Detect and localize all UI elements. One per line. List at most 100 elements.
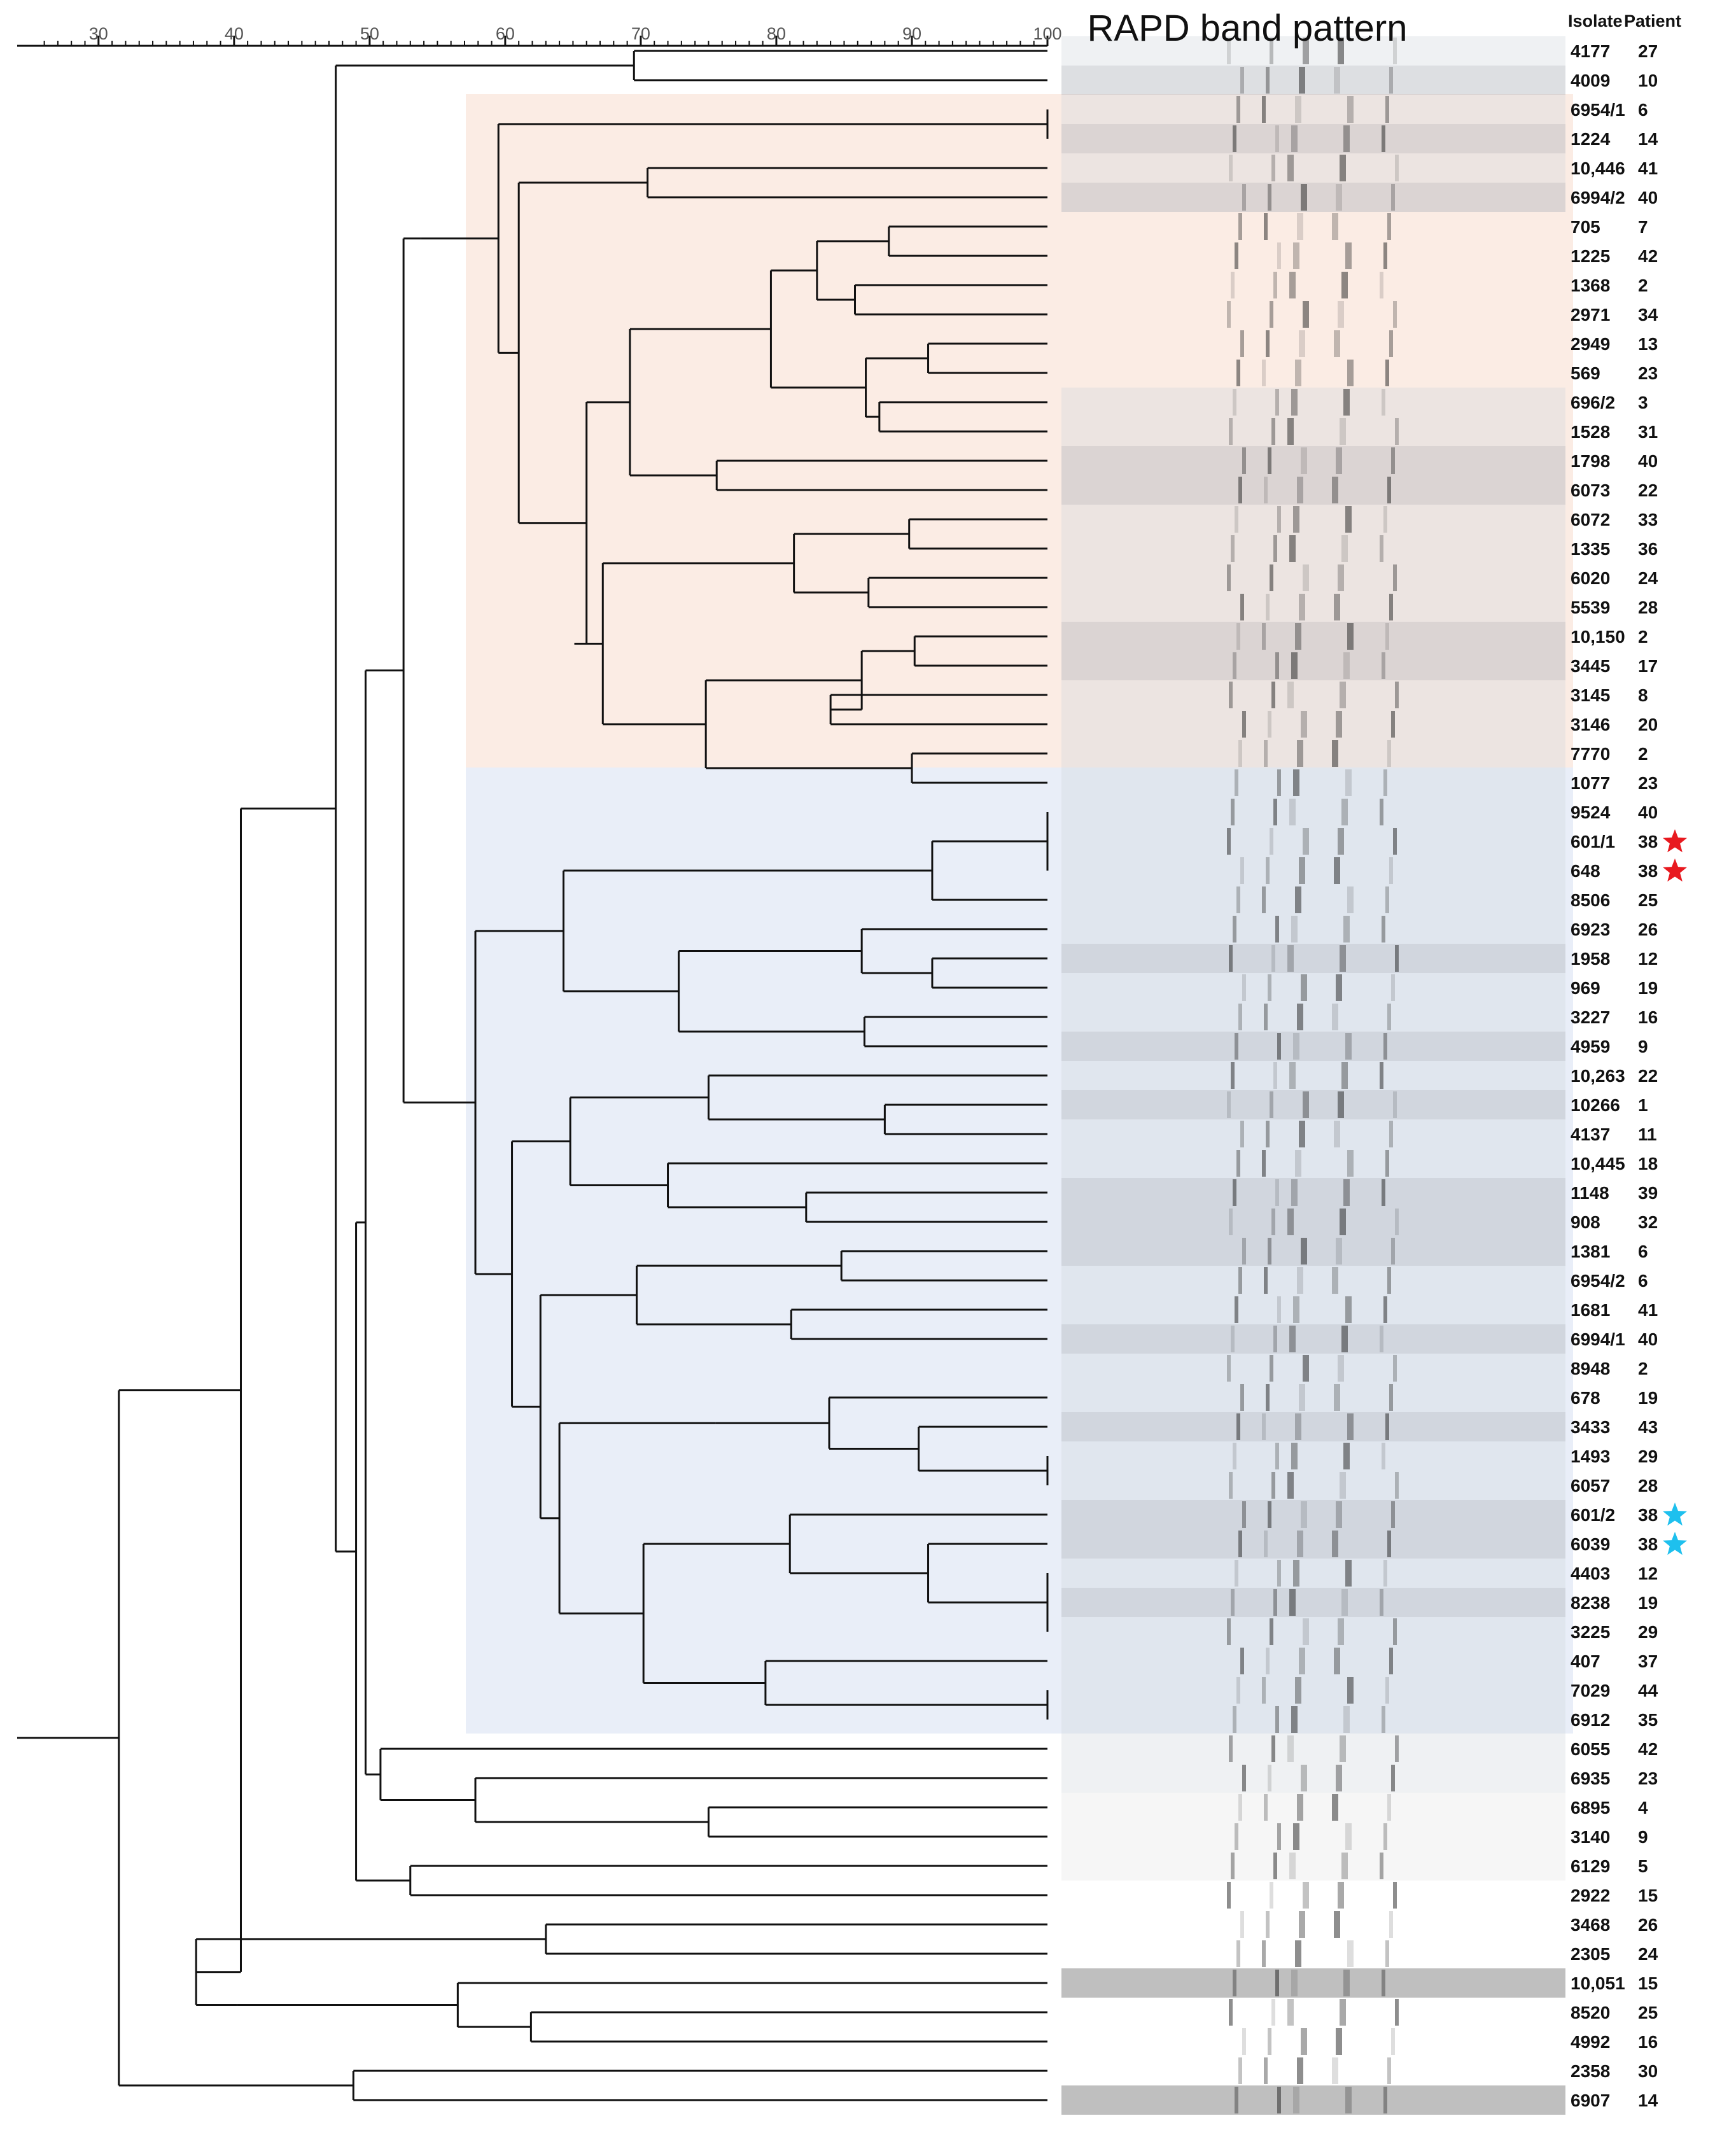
gel-band [1338, 828, 1344, 855]
gel-band [1287, 155, 1294, 181]
gel-band [1277, 506, 1281, 533]
patient-label: 27 [1638, 41, 1658, 61]
gel-band [1264, 1267, 1268, 1294]
gel-band [1291, 916, 1298, 942]
gel-band [1266, 67, 1270, 94]
gel-band [1277, 242, 1281, 269]
gel-lane [1061, 856, 1565, 885]
patient-label: 16 [1638, 1007, 1658, 1027]
gel-band [1303, 1618, 1309, 1645]
isolate-label: 6912 [1571, 1710, 1610, 1730]
isolate-label: 569 [1571, 363, 1600, 383]
patient-label: 30 [1638, 2061, 1658, 2081]
isolate-label: 4959 [1571, 1037, 1610, 1056]
gel-band [1387, 2057, 1391, 2084]
gel-band [1238, 1794, 1242, 1821]
gel-band [1233, 125, 1236, 152]
isolate-label: 10,051 [1571, 1973, 1625, 1993]
gel-lane [1061, 1119, 1565, 1149]
gel-band [1395, 1735, 1399, 1762]
gel-band [1270, 1618, 1273, 1645]
gel-band [1334, 857, 1340, 884]
gel-band [1391, 447, 1395, 474]
gel-band [1338, 38, 1344, 64]
isolate-label: 648 [1571, 861, 1600, 881]
gel-band [1336, 2028, 1342, 2055]
patient-label: 37 [1638, 1651, 1658, 1671]
gel-band [1242, 2028, 1246, 2055]
gel-band [1271, 1209, 1275, 1235]
gel-band [1343, 1970, 1350, 1996]
gel-band [1289, 1589, 1296, 1616]
patient-label: 19 [1638, 978, 1658, 998]
gel-band [1340, 945, 1346, 972]
gel-band [1393, 1091, 1397, 1118]
isolate-label: 6994/1 [1571, 1329, 1625, 1349]
isolate-label: 10,263 [1571, 1066, 1625, 1086]
isolate-label: 2949 [1571, 334, 1610, 354]
patient-label: 23 [1638, 363, 1658, 383]
gel-lane [1061, 1529, 1565, 1559]
isolate-label: 3146 [1571, 715, 1610, 734]
gel-band [1262, 96, 1266, 123]
patient-label: 38 [1638, 1534, 1658, 1554]
gel-band [1273, 1853, 1277, 1879]
gel-band [1332, 2057, 1338, 2084]
patient-label: 14 [1638, 129, 1658, 149]
gel-band [1266, 1911, 1270, 1938]
isolate-label: 6055 [1571, 1739, 1610, 1759]
isolate-label: 3140 [1571, 1827, 1610, 1847]
gel-band [1297, 1267, 1303, 1294]
gel-lane [1061, 944, 1565, 973]
gel-band [1227, 1882, 1231, 1909]
isolate-label: 705 [1571, 217, 1600, 237]
gel-band [1338, 301, 1344, 328]
gel-lane [1061, 1998, 1565, 2027]
gel-band [1338, 564, 1344, 591]
gel-lane [1061, 622, 1565, 651]
isolate-label: 1368 [1571, 276, 1610, 295]
gel-band [1395, 682, 1399, 708]
patient-label: 4 [1638, 1798, 1648, 1818]
isolate-label: 9524 [1571, 802, 1611, 822]
gel-band [1266, 1384, 1270, 1411]
scale-tick-label: 60 [496, 24, 515, 43]
gel-band [1240, 330, 1244, 357]
gel-band [1380, 1589, 1383, 1616]
gel-band [1295, 1413, 1301, 1440]
patient-label: 17 [1638, 656, 1658, 676]
gel-band [1264, 2057, 1268, 2084]
gel-band [1233, 916, 1236, 942]
isolate-label: 1148 [1571, 1183, 1609, 1203]
gel-band [1334, 1648, 1340, 1674]
gel-band [1332, 1004, 1338, 1030]
gel-band [1382, 652, 1385, 679]
gel-band [1277, 769, 1281, 796]
gel-band [1291, 652, 1298, 679]
gel-band [1275, 1179, 1279, 1206]
gel-band [1391, 2028, 1395, 2055]
gel-band [1347, 1677, 1354, 1704]
gel-band [1287, 1472, 1294, 1499]
isolate-label: 8948 [1571, 1359, 1610, 1378]
gel-band [1340, 1999, 1346, 2026]
isolate-label: 2971 [1571, 305, 1610, 325]
gel-lane [1061, 329, 1565, 358]
gel-band [1338, 1355, 1344, 1382]
gel-band [1387, 1531, 1391, 1557]
patient-label: 41 [1638, 1300, 1658, 1320]
patient-label: 3 [1638, 393, 1648, 412]
gel-lane [1061, 124, 1565, 153]
gel-band [1383, 1296, 1387, 1323]
gel-lane [1061, 1939, 1565, 1968]
gel-band [1227, 1355, 1231, 1382]
gel-band [1271, 1999, 1275, 2026]
patient-label: 24 [1638, 568, 1658, 588]
patient-label: 40 [1638, 802, 1658, 822]
gel-band [1273, 799, 1277, 825]
gel-band [1332, 740, 1338, 767]
patient-label: 12 [1638, 1564, 1658, 1583]
isolate-label: 678 [1571, 1388, 1600, 1408]
patient-label: 34 [1638, 305, 1658, 325]
gel-band [1229, 1735, 1233, 1762]
